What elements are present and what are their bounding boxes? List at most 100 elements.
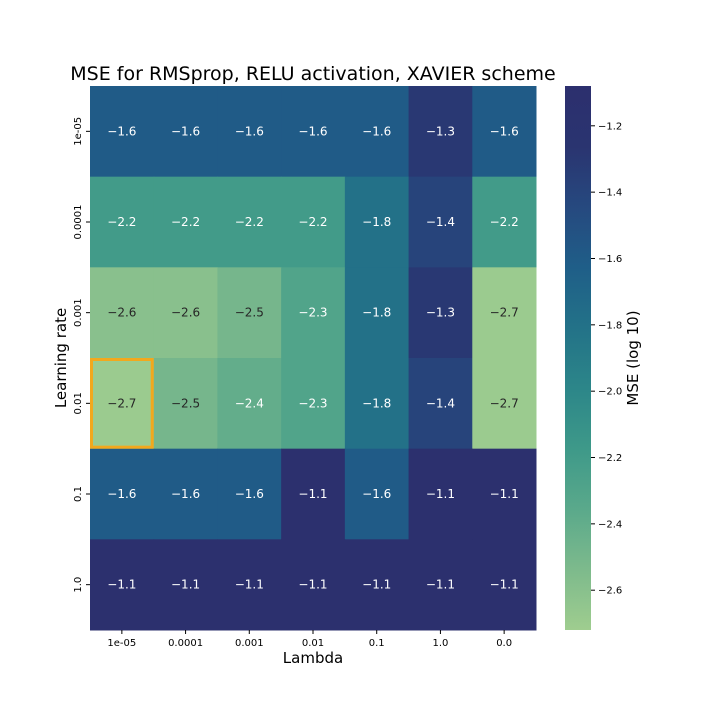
heatmap-cell <box>90 539 155 631</box>
cell-value-label: −1.1 <box>107 578 136 592</box>
cell-value-label: −1.3 <box>426 124 455 138</box>
x-tick-label: 0.01 <box>302 638 324 649</box>
x-tick-label: 0.001 <box>235 638 264 649</box>
cell-value-label: −1.1 <box>490 578 519 592</box>
heatmap-cell <box>217 86 282 178</box>
x-tick-label: 1.0 <box>432 638 448 649</box>
cell-value-label: −1.1 <box>235 578 264 592</box>
heatmap-cell <box>217 448 282 540</box>
cell-value-label: −1.1 <box>426 487 455 501</box>
cell-value-label: −2.7 <box>490 396 519 410</box>
cell-value-label: −1.1 <box>171 578 200 592</box>
cell-value-label: −1.8 <box>362 396 391 410</box>
colorbar-label: MSE (log 10) <box>624 310 642 405</box>
heatmap-cell <box>153 358 218 450</box>
y-axis-label: Learning rate <box>52 308 70 408</box>
x-tick-label: 0.0 <box>496 638 512 649</box>
colorbar-tick-label: −1.4 <box>598 188 622 199</box>
x-axis-label: Lambda <box>283 649 343 667</box>
heatmap-cell <box>408 176 473 268</box>
y-tick-label: 1.0 <box>73 577 84 593</box>
heatmap-cell <box>153 267 218 359</box>
heatmap-cell <box>472 86 537 178</box>
x-tick-label: 0.0001 <box>168 638 203 649</box>
heatmap-cell <box>408 448 473 540</box>
colorbar-gradient <box>565 86 591 630</box>
cell-value-label: −1.6 <box>362 124 391 138</box>
cell-value-label: −1.6 <box>362 487 391 501</box>
cell-value-label: −2.5 <box>235 306 264 320</box>
heatmap-cell <box>472 358 537 450</box>
heatmap-cell <box>281 539 346 631</box>
cell-value-label: −1.6 <box>490 124 519 138</box>
x-axis-ticks: 1e-05 0.0001 0.001 0.01 0.1 1.0 0.0 <box>107 630 512 649</box>
heatmap-cell <box>408 358 473 450</box>
cell-value-label: −2.7 <box>107 396 136 410</box>
cell-value-label: −1.6 <box>235 124 264 138</box>
heatmap-cell <box>344 358 410 450</box>
cell-value-label: −2.6 <box>107 306 136 320</box>
heatmap-cell <box>90 448 155 540</box>
cell-value-label: −2.6 <box>171 306 200 320</box>
heatmap-cell <box>472 267 537 359</box>
heatmap-cell <box>344 448 410 540</box>
heatmap-cell <box>344 176 410 268</box>
cell-value-label: −1.6 <box>235 487 264 501</box>
colorbar-tick-label: −2.6 <box>598 586 622 597</box>
heatmap-cell <box>217 539 282 631</box>
cell-value-label: −1.6 <box>107 124 136 138</box>
y-tick-label: 0.001 <box>73 298 84 327</box>
y-tick-label: 0.01 <box>73 392 84 414</box>
colorbar: −1.2 −1.4 −1.6 −1.8 −2.0 −2.2 −2.4 −2.6 MSE (lo… <box>565 86 642 630</box>
heatmap-cell <box>281 358 346 450</box>
heatmap-cell <box>90 176 155 268</box>
heatmap-cell <box>153 539 218 631</box>
heatmap-cell <box>408 539 473 631</box>
colorbar-tick-label: −1.6 <box>598 254 622 265</box>
colorbar-tick-label: −1.8 <box>598 320 622 331</box>
heatmap-cell <box>281 176 346 268</box>
heatmap-cell <box>153 176 218 268</box>
heatmap-cell <box>344 267 410 359</box>
cell-value-label: −1.6 <box>171 487 200 501</box>
heatmap-cells <box>90 86 537 631</box>
highlight-box <box>90 358 154 449</box>
y-tick-label: 1e-05 <box>73 117 84 146</box>
cell-value-label: −2.5 <box>171 396 200 410</box>
cell-value-label: −1.1 <box>298 578 327 592</box>
heatmap-cell <box>281 448 346 540</box>
heatmap-cell <box>281 267 346 359</box>
heatmap-cell <box>344 86 410 178</box>
cell-value-label: −2.2 <box>107 215 136 229</box>
heatmap-cell-labels: −1.6 −1.6 −1.6 −1.6 −1.6 −1.3 −1.6 −2.2 −2.2 −2.2… <box>107 124 518 591</box>
heatmap-cell <box>472 539 537 631</box>
y-axis-ticks: 1e-05 0.0001 0.001 0.01 0.1 1.0 <box>73 117 90 593</box>
cell-value-label: −1.8 <box>362 306 391 320</box>
cell-value-label: −2.3 <box>298 396 327 410</box>
colorbar-ticks: −1.2 −1.4 −1.6 −1.8 −2.0 −2.2 −2.4 −2.6 <box>591 121 622 597</box>
colorbar-tick-label: −2.4 <box>598 519 622 530</box>
y-tick-label: 0.0001 <box>73 205 84 240</box>
colorbar-tick-label: −2.2 <box>598 453 622 464</box>
heatmap-cell <box>408 267 473 359</box>
heatmap-cell <box>281 86 346 178</box>
x-tick-label: 1e-05 <box>107 638 136 649</box>
cell-value-label: −1.1 <box>362 578 391 592</box>
best-cell-highlight <box>90 358 154 449</box>
heatmap-cell <box>90 86 155 178</box>
heatmap-cell <box>217 267 282 359</box>
heatmap-cell <box>344 539 410 631</box>
heatmap-cell <box>472 176 537 268</box>
chart-title: MSE for RMSprop, RELU activation, XAVIER… <box>70 63 555 85</box>
cell-value-label: −2.7 <box>490 306 519 320</box>
cell-value-label: −1.1 <box>426 578 455 592</box>
colorbar-tick-label: −1.2 <box>598 121 622 132</box>
heatmap-cell <box>408 86 473 178</box>
cell-value-label: −2.3 <box>298 306 327 320</box>
cell-value-label: −1.4 <box>426 215 455 229</box>
heatmap-cell <box>217 358 282 450</box>
x-tick-label: 0.1 <box>369 638 385 649</box>
cell-value-label: −1.6 <box>107 487 136 501</box>
